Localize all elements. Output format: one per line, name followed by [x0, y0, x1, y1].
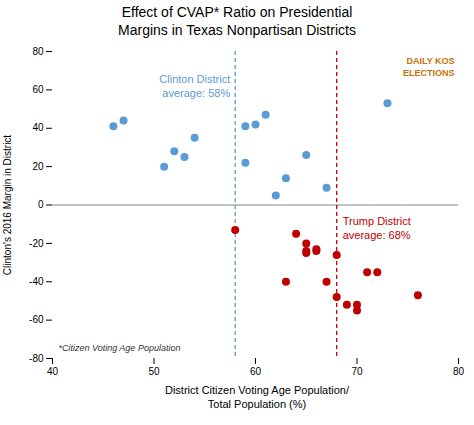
svg-text:50: 50	[148, 366, 160, 377]
svg-text:20: 20	[32, 161, 44, 172]
svg-text:Clinton Districtaverage: 58%: Clinton Districtaverage: 58%	[159, 73, 230, 99]
svg-text:-80: -80	[29, 353, 44, 364]
svg-text:0: 0	[38, 199, 44, 210]
svg-text:DAILY KOSELECTIONS: DAILY KOSELECTIONS	[403, 56, 455, 78]
svg-text:Trump Districtaverage: 68%: Trump Districtaverage: 68%	[343, 215, 411, 241]
svg-text:70: 70	[351, 366, 363, 377]
html-text:District Citizen Voting Age Po: District Citizen Voting Age Population/ …	[165, 384, 349, 410]
svg-text:-60: -60	[29, 314, 44, 325]
svg-text:Clinton's 2016 Margin in Distr: Clinton's 2016 Margin in District	[2, 135, 13, 276]
svg-text:40: 40	[47, 366, 59, 377]
svg-text:60: 60	[32, 84, 44, 95]
html-text:Effect of CVAP* Ratio on Presi: Effect of CVAP* Ratio on Presidential Ma…	[118, 4, 356, 38]
svg-text:80: 80	[32, 46, 44, 57]
svg-text:80: 80	[453, 366, 465, 377]
svg-text:*Citizen Voting Age Population: *Citizen Voting Age Population	[59, 343, 181, 353]
svg-text:-40: -40	[29, 276, 44, 287]
svg-text:40: 40	[32, 122, 44, 133]
svg-text:-20: -20	[29, 238, 44, 249]
svg-text:60: 60	[250, 366, 262, 377]
